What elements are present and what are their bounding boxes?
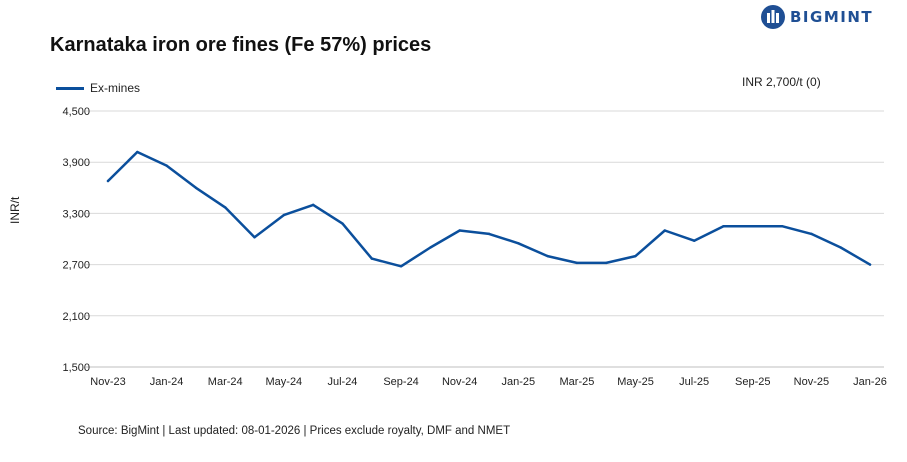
data-point xyxy=(751,225,754,228)
chart-legend: Ex-mines xyxy=(56,81,140,95)
data-point xyxy=(575,261,579,265)
data-point xyxy=(634,254,637,258)
x-tick-label: Nov-25 xyxy=(794,376,829,388)
x-tick-label: Sep-24 xyxy=(383,376,418,388)
data-point xyxy=(458,229,461,232)
data-point xyxy=(341,222,344,225)
data-point xyxy=(546,254,549,258)
x-tick-label: Jan-26 xyxy=(853,376,887,388)
data-point xyxy=(253,236,256,239)
data-point xyxy=(780,225,784,228)
current-price-annotation: INR 2,700/t (0) xyxy=(742,75,821,89)
data-point xyxy=(311,203,315,207)
data-point xyxy=(839,246,842,249)
x-tick-label: Nov-23 xyxy=(90,376,125,388)
brand-name: BIGMINT xyxy=(790,8,874,26)
brand-logo: BIGMINT xyxy=(760,4,873,30)
data-point xyxy=(224,206,227,209)
x-tick-label: Jul-24 xyxy=(327,376,357,388)
x-tick-label: May-24 xyxy=(266,376,303,388)
data-point xyxy=(282,213,286,217)
data-point xyxy=(194,186,198,189)
source-note: Source: BigMint | Last updated: 08-01-20… xyxy=(78,425,511,437)
y-tick-label: 3,300 xyxy=(62,208,90,220)
data-point xyxy=(165,164,168,167)
y-tick-label: 3,900 xyxy=(62,157,90,169)
data-point xyxy=(868,263,872,266)
data-point xyxy=(722,225,725,228)
y-tick-label: 2,700 xyxy=(62,260,90,272)
x-tick-label: Jul-25 xyxy=(679,376,709,388)
legend-swatch-ex-mines xyxy=(56,86,84,90)
data-point xyxy=(136,150,139,154)
data-point xyxy=(692,239,696,242)
data-point xyxy=(487,232,491,236)
x-tick-label: Jan-24 xyxy=(150,376,184,388)
y-tick-label: 4,500 xyxy=(62,106,90,118)
x-tick-label: Mar-25 xyxy=(560,376,595,388)
bigmint-logo-icon xyxy=(761,5,785,29)
x-tick-label: Nov-24 xyxy=(442,376,477,388)
data-point xyxy=(370,257,373,260)
x-tick-label: Sep-25 xyxy=(735,376,770,388)
data-point xyxy=(605,261,608,265)
data-point xyxy=(517,242,520,245)
data-point xyxy=(399,265,403,268)
x-tick-label: Mar-24 xyxy=(208,376,243,388)
chart-title: Karnataka iron ore fines (Fe 57%) prices xyxy=(50,34,432,56)
y-tick-label: 1,500 xyxy=(62,362,90,374)
data-point xyxy=(106,179,110,183)
data-point xyxy=(810,232,813,236)
x-tick-label: May-25 xyxy=(617,376,654,388)
data-point xyxy=(429,246,432,249)
legend-label-ex-mines: Ex-mines xyxy=(90,81,141,95)
y-tick-label: 2,100 xyxy=(62,311,90,323)
data-point xyxy=(663,229,667,232)
series-line-ex-mines xyxy=(106,150,872,268)
x-tick-label: Jan-25 xyxy=(501,376,535,388)
